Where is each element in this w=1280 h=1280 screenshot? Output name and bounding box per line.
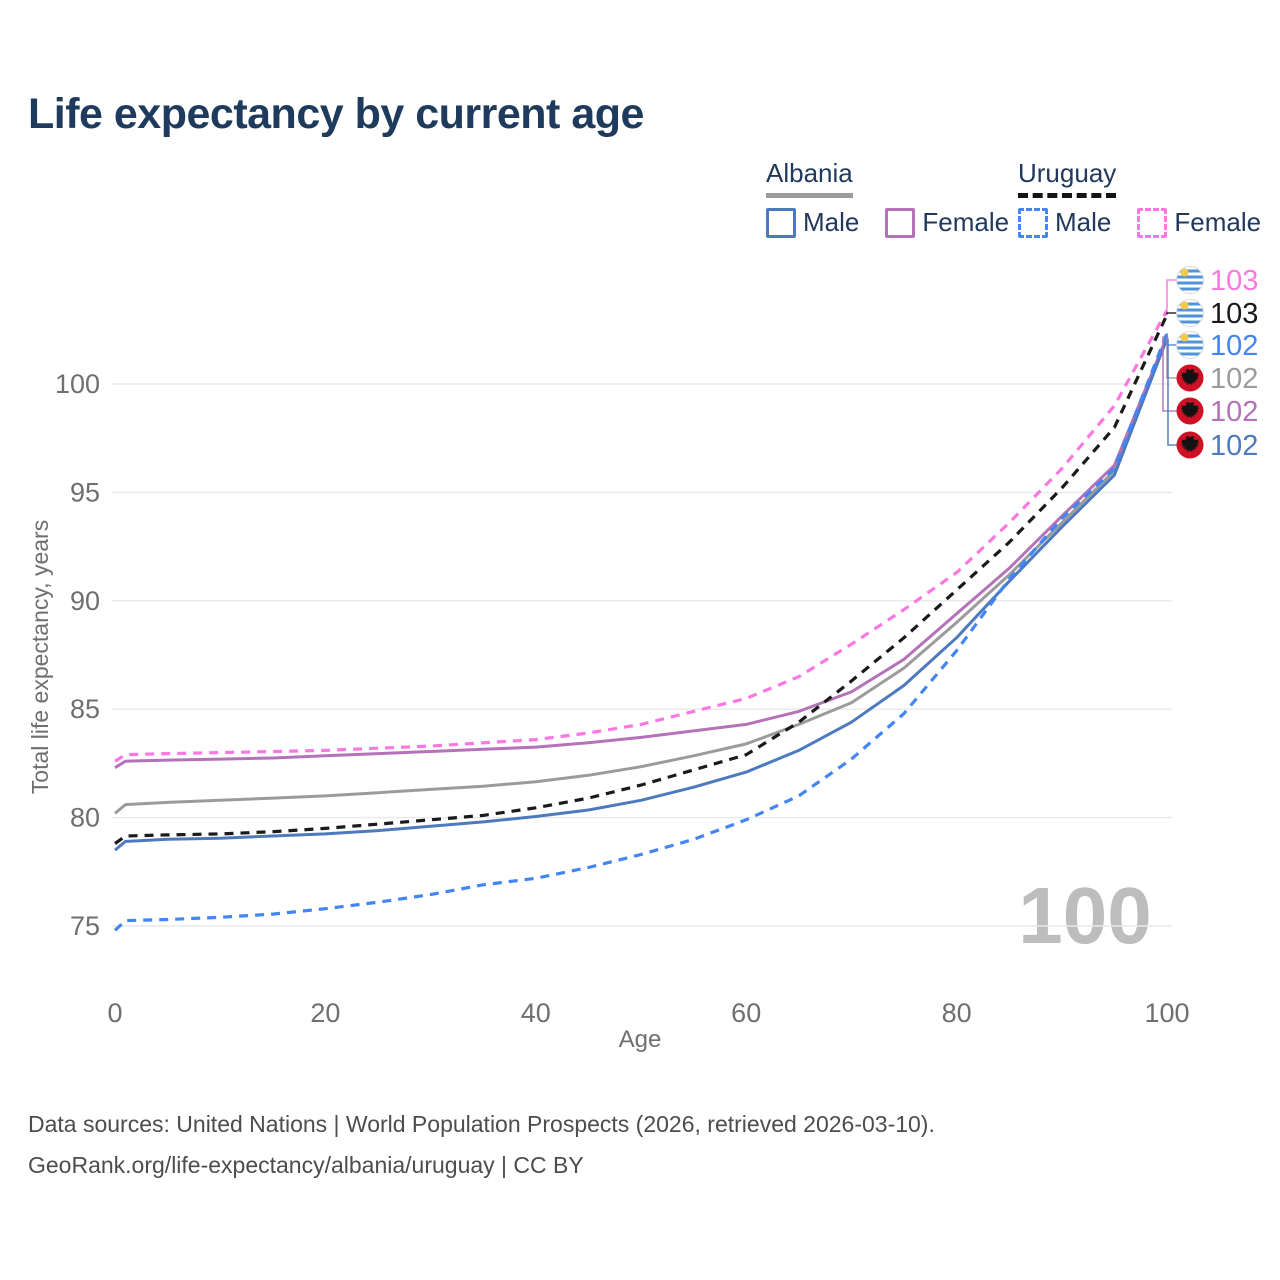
end-value-label-albania-male: 102 — [1210, 430, 1258, 462]
x-tick-label: 0 — [107, 998, 122, 1028]
series-line-uruguay-male[interactable] — [113, 332, 1169, 932]
legend-group-albania: Albania Male Female — [766, 158, 1018, 238]
albania-flag-icon — [1176, 397, 1204, 425]
x-tick-label: 80 — [942, 998, 972, 1028]
legend-group-uruguay: Uruguay Male Female — [1018, 158, 1261, 238]
end-label-leader-line — [1166, 312, 1177, 315]
legend-swatch[interactable] — [766, 207, 796, 238]
end-label-leader-line — [1166, 279, 1177, 311]
legend-swatch[interactable] — [1137, 207, 1168, 238]
x-tick-label: 100 — [1144, 998, 1189, 1028]
legend-item-albania-male[interactable]: Male — [766, 207, 859, 238]
hover-age-watermark: 100 — [1018, 871, 1151, 960]
end-value-label-uruguay-female: 103 — [1210, 265, 1258, 297]
y-tick-label: 100 — [55, 369, 100, 399]
series-line-uruguay-female[interactable] — [114, 309, 1169, 763]
footer: Data sources: United Nations | World Pop… — [28, 1104, 935, 1186]
legend-item-label: Male — [1055, 207, 1112, 237]
x-tick-label: 60 — [731, 998, 761, 1028]
end-value-label-albania-both-sexes: 102 — [1210, 363, 1258, 395]
end-value-label-uruguay-male: 102 — [1210, 330, 1258, 362]
legend-swatch[interactable] — [1018, 207, 1048, 238]
series-line-uruguay-both-sexes[interactable] — [114, 313, 1169, 845]
albania-flag-icon — [1176, 364, 1204, 392]
chart-legend: Albania Male Female Uruguay Male Female — [766, 158, 1261, 238]
legend-item-uruguay-male[interactable]: Male — [1018, 207, 1111, 238]
end-label-leader-line — [1166, 337, 1177, 379]
legend-swatch[interactable] — [885, 207, 916, 238]
end-label-leader-line — [1167, 338, 1177, 446]
y-tick-label: 75 — [70, 911, 100, 941]
x-tick-label: 20 — [310, 998, 340, 1028]
series-line-albania-male[interactable] — [114, 337, 1169, 852]
legend-item-label: Male — [803, 207, 860, 237]
x-axis-title: Age — [619, 1026, 662, 1053]
series-line-albania-both-sexes[interactable] — [114, 336, 1169, 815]
y-tick-label: 80 — [70, 803, 100, 833]
x-tick-label: 40 — [521, 998, 551, 1028]
y-tick-label: 95 — [70, 477, 100, 507]
end-value-label-uruguay-both-sexes: 103 — [1210, 298, 1258, 330]
uruguay-flag-icon — [1176, 331, 1204, 359]
end-label-leader-line — [1162, 336, 1177, 412]
footer-data-sources: Data sources: United Nations | World Pop… — [28, 1111, 935, 1137]
legend-item-uruguay-female[interactable]: Female — [1137, 207, 1261, 238]
legend-country-label: Albania — [766, 158, 853, 198]
legend-country-label: Uruguay — [1018, 158, 1117, 198]
legend-item-label: Female — [1174, 207, 1262, 237]
series-line-albania-female[interactable] — [114, 335, 1169, 769]
end-value-label-albania-female: 102 — [1210, 396, 1258, 428]
albania-flag-icon — [1176, 431, 1204, 459]
footer-attribution-link: GeoRank.org/life-expectancy/albania/urug… — [28, 1152, 584, 1178]
y-tick-label: 85 — [70, 694, 100, 724]
legend-item-label: Female — [922, 207, 1010, 237]
page-title: Life expectancy by current age — [28, 90, 644, 138]
uruguay-flag-icon — [1176, 266, 1204, 294]
y-axis-title: Total life expectancy, years — [27, 520, 53, 794]
y-tick-label: 90 — [70, 586, 100, 616]
legend-item-albania-female[interactable]: Female — [885, 207, 1009, 238]
uruguay-flag-icon — [1176, 299, 1204, 327]
